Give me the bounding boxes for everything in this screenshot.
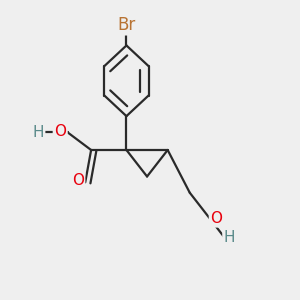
- Text: H: H: [224, 230, 235, 245]
- Text: O: O: [210, 211, 222, 226]
- Text: Br: Br: [117, 16, 136, 34]
- Text: H: H: [32, 125, 44, 140]
- Text: O: O: [72, 173, 84, 188]
- Text: O: O: [54, 124, 66, 139]
